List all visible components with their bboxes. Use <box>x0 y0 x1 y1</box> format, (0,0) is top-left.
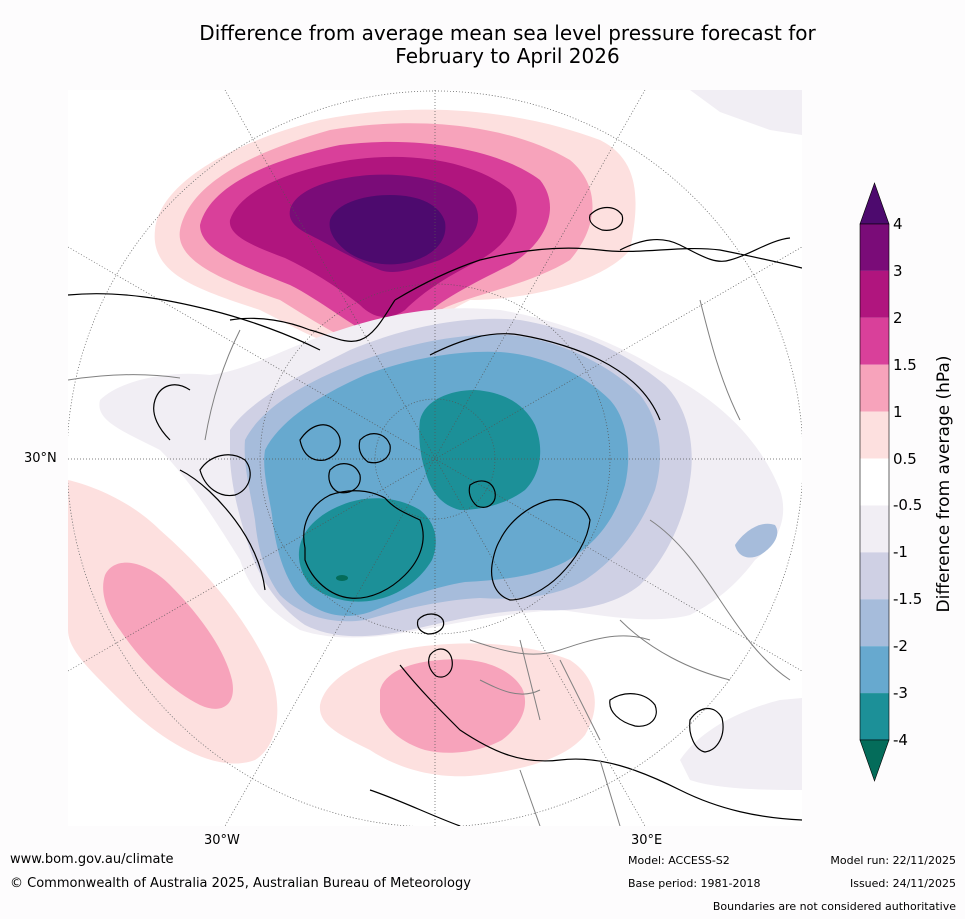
colorbar-bin <box>860 317 889 365</box>
colorbar-extend-top <box>859 182 890 225</box>
coastlines <box>68 206 802 826</box>
colorbar-tick-label: -4 <box>893 731 908 749</box>
colorbar-tick-label: 1 <box>893 402 903 421</box>
footer-base-period: Base period: 1981-2018 <box>628 877 761 890</box>
anomaly-se-faint <box>680 698 802 790</box>
colorbar-bin <box>860 693 889 740</box>
colorbar-extend-bottom <box>859 739 890 782</box>
country-borders <box>68 299 791 826</box>
graticule <box>68 90 802 826</box>
colorbar-bin <box>860 411 889 459</box>
label-30n: 30°N <box>24 451 57 466</box>
colorbar-tick-label: 3 <box>893 261 903 280</box>
colorbar-tick-label: 2 <box>893 308 903 327</box>
colorbar-tick-label: -1 <box>893 543 908 562</box>
anomaly-neg-ne-corner <box>690 90 802 135</box>
chart-title: Difference from average mean sea level p… <box>0 22 965 68</box>
colorbar-tick-label: 0.5 <box>893 449 917 468</box>
footer-copyright: © Commonwealth of Australia 2025, Austra… <box>10 876 471 891</box>
title-line-2: February to April 2026 <box>395 44 620 68</box>
label-30e: 30°E <box>631 833 663 848</box>
colorbar-tick-label: 1.5 <box>893 355 917 374</box>
label-30w: 30°W <box>204 833 240 848</box>
anomaly-north-pacific-high <box>154 109 636 360</box>
colorbar-tick-label: -2 <box>893 637 908 656</box>
colorbar-tick-label: -3 <box>893 684 908 703</box>
colorbar <box>859 182 890 782</box>
map-canvas <box>68 90 802 826</box>
colorbar-bin <box>860 458 889 506</box>
colorbar-bin <box>860 552 889 600</box>
colorbar-title: Difference from average (hPa) <box>934 355 954 613</box>
anomaly-europe-high <box>319 643 595 777</box>
footer-model: Model: ACCESS-S2 <box>628 854 730 867</box>
footer-issued: Issued: 24/11/2025 <box>849 877 956 890</box>
colorbar-tick-label: -0.5 <box>893 496 923 515</box>
anomaly-east-pacific-high <box>68 480 278 764</box>
title-line-1: Difference from average mean sea level p… <box>199 21 816 45</box>
anomaly-arctic-low <box>99 308 784 638</box>
footer-website: www.bom.gov.au/climate <box>10 852 174 867</box>
anomaly-asia-neg-patch <box>735 523 778 558</box>
colorbar-tick-label: 4 <box>893 215 903 233</box>
colorbar-bin <box>860 224 889 271</box>
colorbar-bin <box>860 599 889 647</box>
colorbar-bin <box>860 505 889 553</box>
anomaly-min-core <box>336 575 348 581</box>
footer-disclaimer: Boundaries are not considered authoritat… <box>712 900 956 913</box>
footer-model-run: Model run: 22/11/2025 <box>830 854 956 867</box>
colorbar-bin <box>860 364 889 412</box>
colorbar-bin <box>860 270 889 318</box>
colorbar-bin <box>860 646 889 694</box>
colorbar-tick-label: -1.5 <box>893 590 923 609</box>
